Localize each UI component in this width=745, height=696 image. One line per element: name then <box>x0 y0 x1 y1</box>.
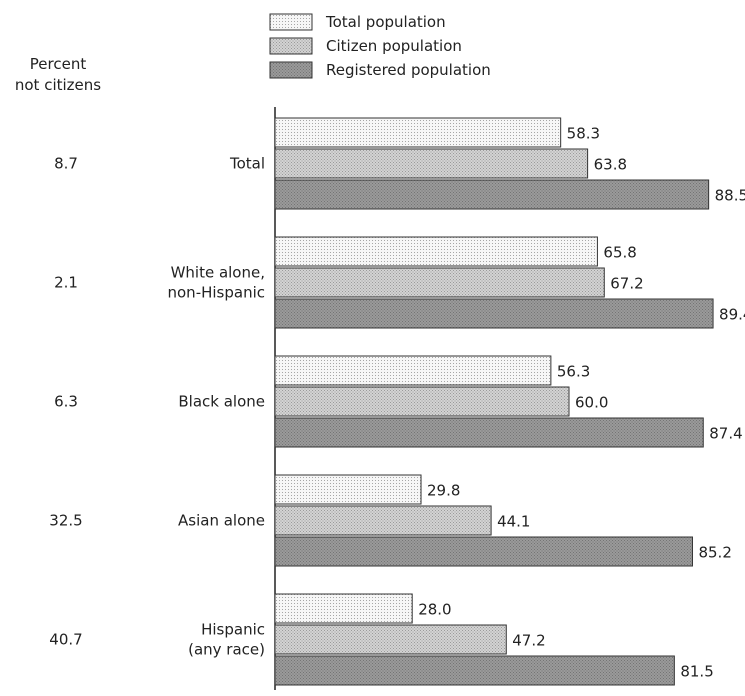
legend-swatch-3 <box>269 61 313 79</box>
percent-not-citizens-header-line: not citizens <box>15 76 101 94</box>
bar-citizen-population <box>274 624 507 655</box>
bar-value-label: 67.2 <box>610 275 643 293</box>
bar-registered-population <box>274 655 675 686</box>
bar-citizen-population <box>274 267 605 298</box>
category-label: Total <box>229 155 265 173</box>
percent-not-citizens-header-line: Percent <box>30 55 87 73</box>
legend-label-3: Registered population <box>326 61 491 79</box>
bar-group: 2.1 White alone, non-Hispanic 65.8 67.2 89.4 <box>54 236 745 329</box>
bar-group: 32.5 Asian alone 29.8 44.1 85.2 <box>49 474 732 567</box>
legend-swatch-1 <box>269 13 313 31</box>
category-label: Hispanic <box>201 621 265 639</box>
category-label: Black alone <box>178 393 265 411</box>
bar-value-label: 85.2 <box>698 544 731 562</box>
bar-citizen-population <box>274 386 570 417</box>
bar-value-label: 63.8 <box>594 156 627 174</box>
bar-total-population <box>274 236 598 267</box>
bar-total-population <box>274 117 562 148</box>
bar-value-label: 89.4 <box>719 306 745 324</box>
bar-total-population <box>274 355 552 386</box>
bar-value-label: 58.3 <box>567 125 600 143</box>
bar-group: 40.7 Hispanic (any race) 28.0 47.2 81.5 <box>49 593 714 686</box>
bar-value-label: 28.0 <box>418 601 451 619</box>
category-label: White alone, <box>171 264 265 282</box>
category-label: non-Hispanic <box>168 284 266 302</box>
percent-not-citizens-value: 2.1 <box>54 274 78 292</box>
bar-value-label: 87.4 <box>709 425 742 443</box>
bar-total-population <box>274 593 413 624</box>
bar-registered-population <box>274 536 693 567</box>
bar-value-label: 81.5 <box>680 663 713 681</box>
bar-value-label: 47.2 <box>512 632 545 650</box>
percent-not-citizens-header: Percent not citizens <box>15 55 101 94</box>
bar-value-label: 56.3 <box>557 363 590 381</box>
bar-citizen-population <box>274 505 492 536</box>
percent-not-citizens-value: 6.3 <box>54 393 78 411</box>
bar-group: 6.3 Black alone 56.3 60.0 87.4 <box>54 355 743 448</box>
bar-registered-population <box>274 417 704 448</box>
bar-group: 8.7 Total 58.3 63.8 88.5 <box>54 117 745 210</box>
bar-value-label: 65.8 <box>603 244 636 262</box>
legend-swatch-2 <box>269 37 313 55</box>
bar-registered-population <box>274 179 710 210</box>
percent-not-citizens-value: 8.7 <box>54 155 78 173</box>
bar-total-population <box>274 474 422 505</box>
category-label: (any race) <box>188 641 265 659</box>
category-label: Asian alone <box>178 512 265 530</box>
percent-not-citizens-value: 32.5 <box>49 512 82 530</box>
bar-value-label: 29.8 <box>427 482 460 500</box>
bar-value-label: 60.0 <box>575 394 608 412</box>
bar-citizen-population <box>274 148 589 179</box>
bar-registered-population <box>274 298 714 329</box>
bar-value-label: 44.1 <box>497 513 530 531</box>
bar-value-label: 88.5 <box>715 187 745 205</box>
bar-groups: 8.7 Total 58.3 63.8 88.5 2.1 White alone, non-H… <box>49 117 745 686</box>
legend-label-2: Citizen population <box>326 37 462 55</box>
legend-label-1: Total population <box>325 13 446 31</box>
legend: Total population Citizen population Regist… <box>269 13 491 79</box>
percent-not-citizens-value: 40.7 <box>49 631 82 649</box>
